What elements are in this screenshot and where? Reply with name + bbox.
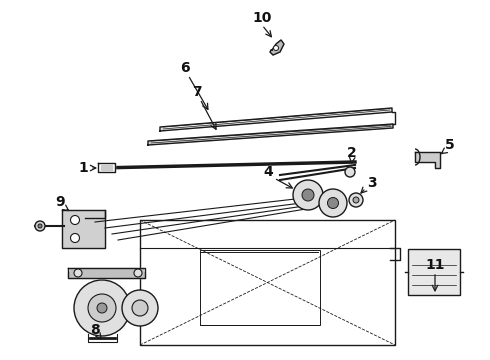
Bar <box>408 249 460 295</box>
Circle shape <box>273 45 278 50</box>
Text: 5: 5 <box>445 138 455 152</box>
Text: 1: 1 <box>78 161 88 175</box>
Circle shape <box>345 167 355 177</box>
Circle shape <box>74 280 130 336</box>
Text: 8: 8 <box>90 323 100 337</box>
Circle shape <box>122 290 158 326</box>
Circle shape <box>319 189 347 217</box>
Circle shape <box>349 193 363 207</box>
Text: 2: 2 <box>347 146 357 160</box>
Circle shape <box>97 303 107 313</box>
Text: 4: 4 <box>263 165 273 179</box>
Polygon shape <box>160 108 392 131</box>
Polygon shape <box>148 124 393 145</box>
Circle shape <box>353 197 359 203</box>
Text: 10: 10 <box>252 11 271 25</box>
Polygon shape <box>98 163 115 172</box>
Text: 6: 6 <box>180 61 190 75</box>
Circle shape <box>71 216 79 225</box>
Text: 11: 11 <box>425 258 445 272</box>
Text: 7: 7 <box>192 85 202 99</box>
Polygon shape <box>101 165 112 170</box>
Circle shape <box>38 224 42 228</box>
Circle shape <box>132 300 148 316</box>
Circle shape <box>74 269 82 277</box>
Bar <box>200 250 320 325</box>
Circle shape <box>293 180 323 210</box>
Polygon shape <box>415 152 440 168</box>
Text: 3: 3 <box>367 176 377 190</box>
Circle shape <box>88 294 116 322</box>
Text: 9: 9 <box>55 195 65 209</box>
Polygon shape <box>270 40 284 55</box>
Bar <box>140 220 395 345</box>
Polygon shape <box>68 268 145 278</box>
Circle shape <box>35 221 45 231</box>
Circle shape <box>71 234 79 243</box>
Circle shape <box>327 198 339 208</box>
Circle shape <box>302 189 314 201</box>
Circle shape <box>134 269 142 277</box>
Polygon shape <box>62 210 105 248</box>
